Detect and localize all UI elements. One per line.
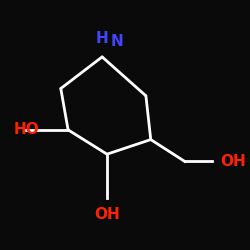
Text: H: H — [96, 31, 109, 46]
Text: N: N — [111, 34, 124, 48]
Text: OH: OH — [94, 208, 120, 222]
Text: HO: HO — [13, 122, 39, 137]
Text: OH: OH — [220, 154, 246, 169]
